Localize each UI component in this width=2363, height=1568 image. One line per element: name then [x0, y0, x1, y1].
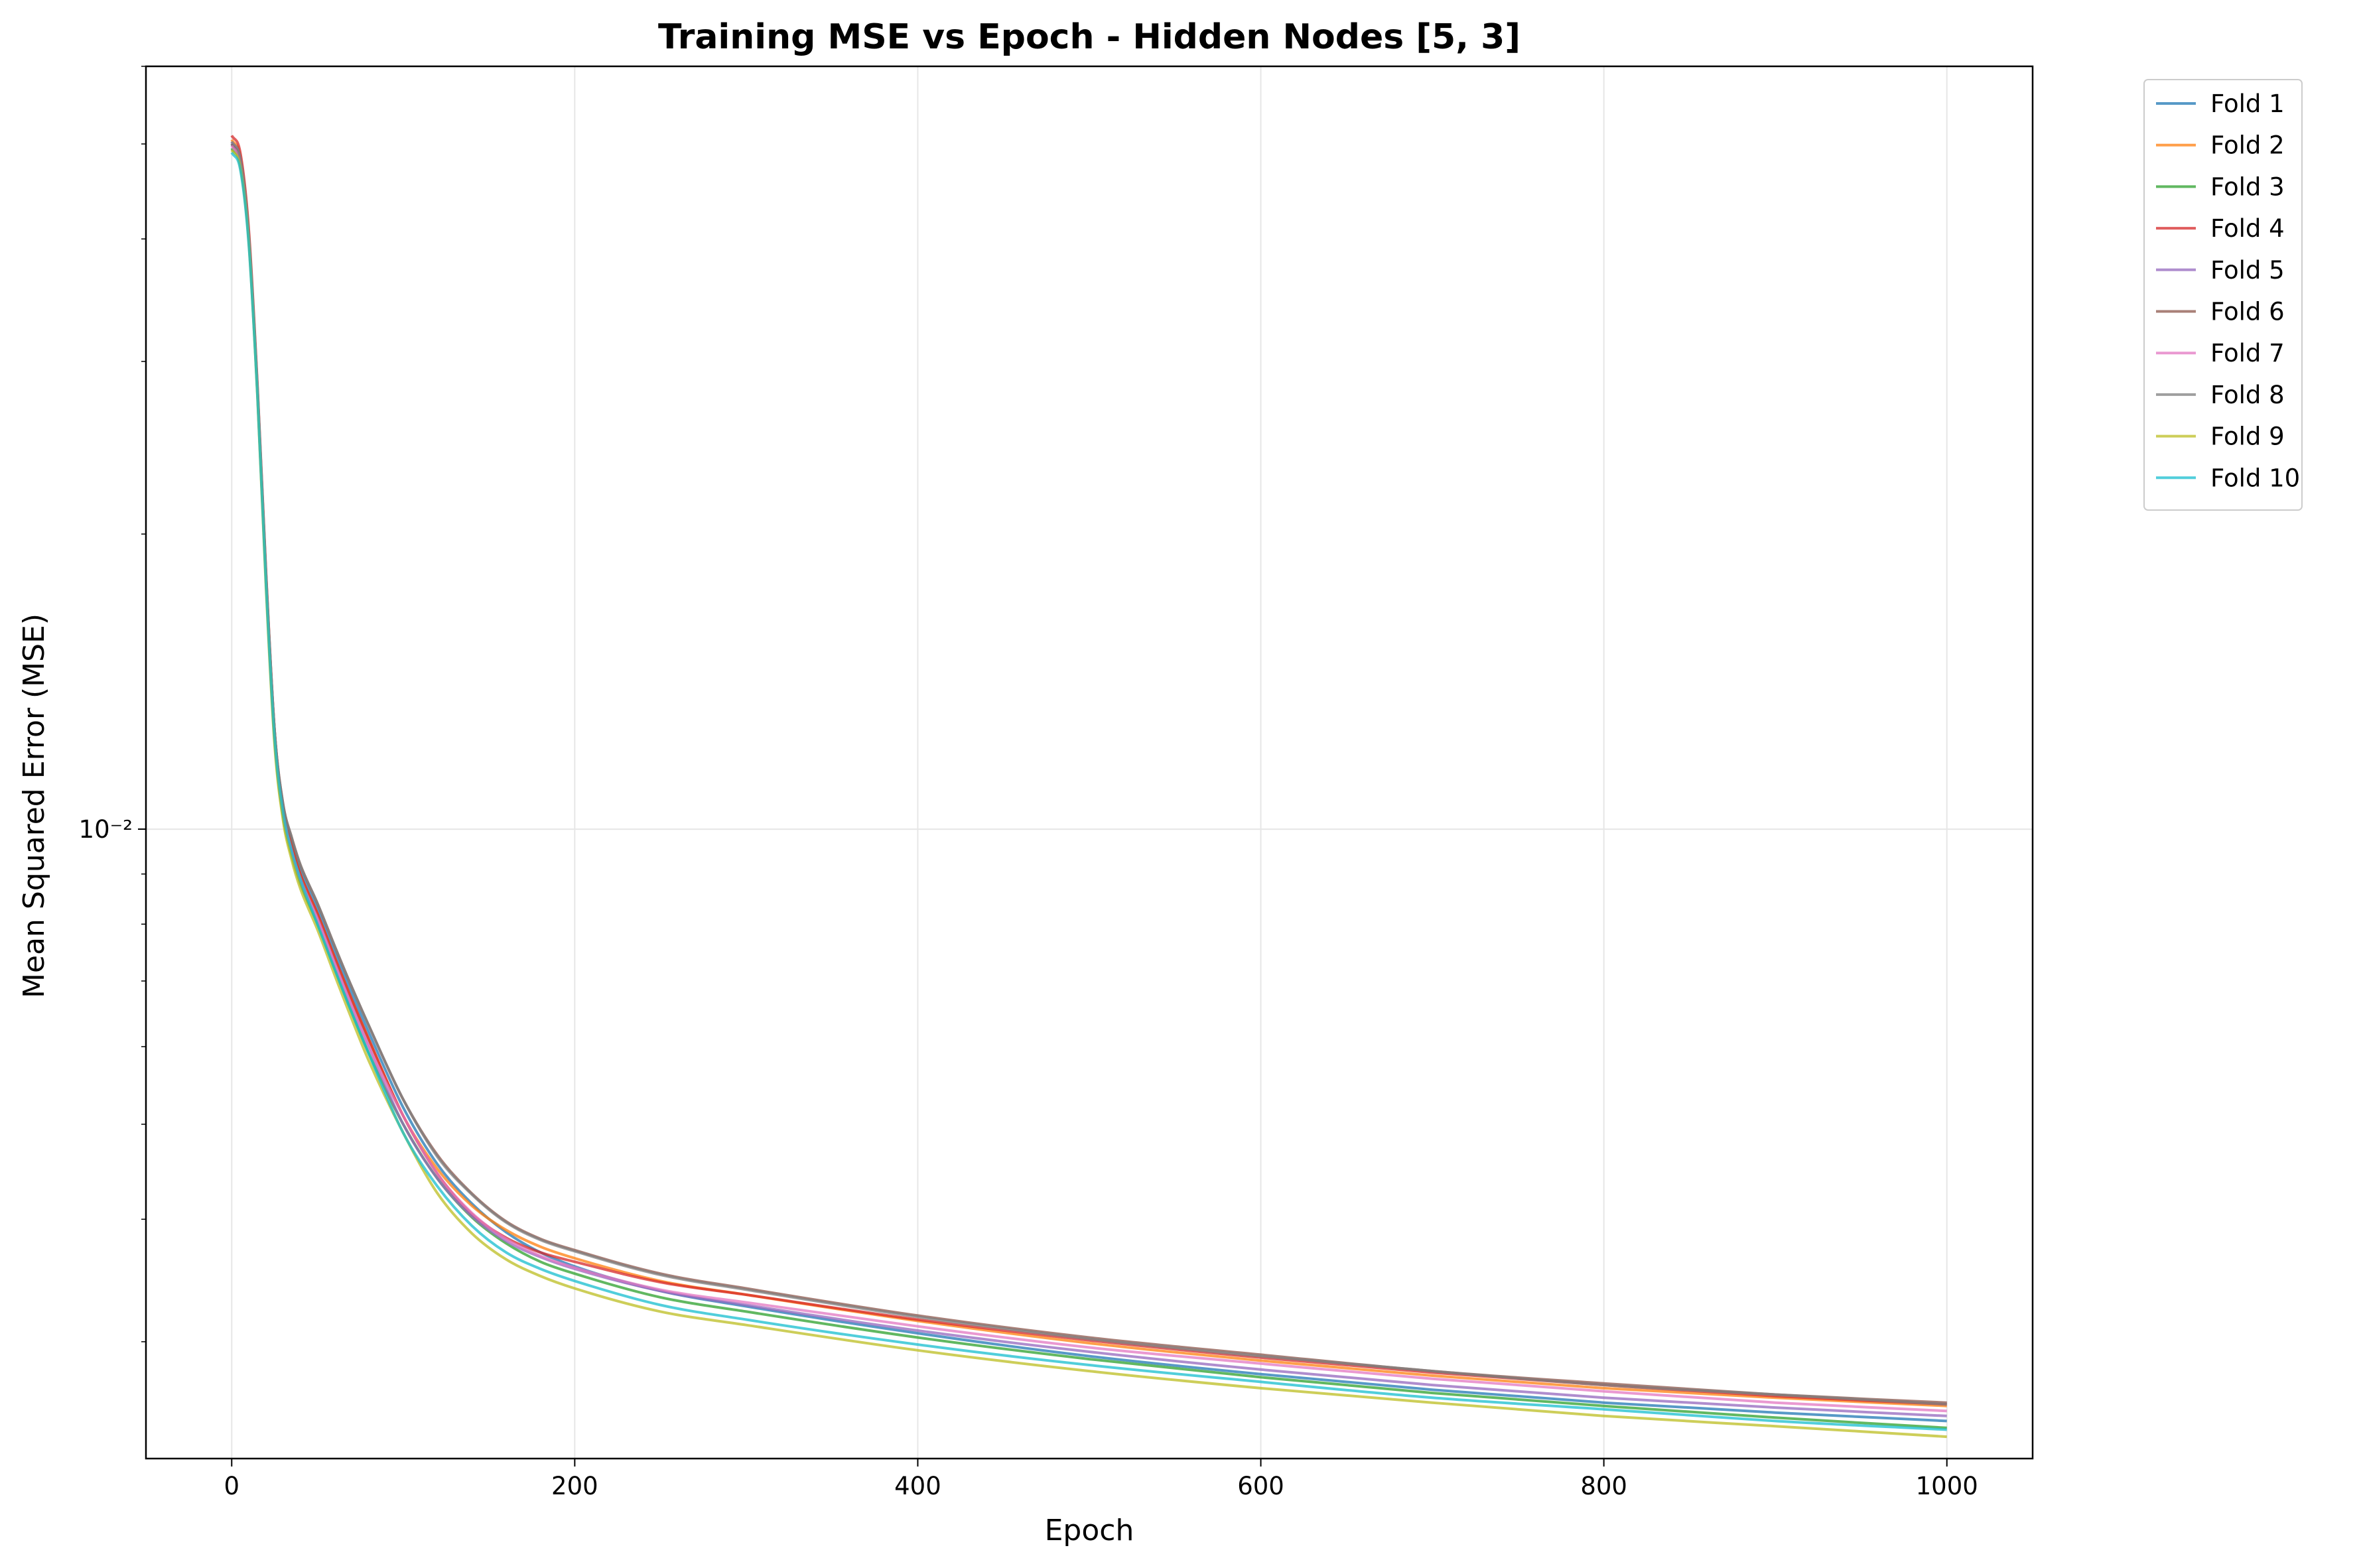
legend-label-fold-3: Fold 3	[2210, 172, 2285, 201]
x-tick-label: 600	[1237, 1472, 1284, 1500]
grid-layer	[146, 66, 2033, 1459]
legend-label-fold-7: Fold 7	[2210, 339, 2285, 367]
legend-label-fold-9: Fold 9	[2210, 423, 2285, 451]
plot-frame	[145, 65, 2034, 1460]
legend-label-fold-1: Fold 1	[2210, 90, 2285, 118]
x-axis-label: Epoch	[1045, 1514, 1134, 1547]
legend-label-fold-2: Fold 2	[2210, 131, 2285, 160]
x-tick-label: 0	[224, 1472, 239, 1500]
x-tick-label: 400	[894, 1472, 941, 1500]
legend: Fold 1 Fold 2 Fold 3 Fold 4 Fold 5 Fold 6 Fold…	[2143, 79, 2303, 511]
x-tick-label: 800	[1580, 1472, 1627, 1500]
legend-label-fold-10: Fold 10	[2210, 464, 2300, 492]
legend-label-fold-6: Fold 6	[2210, 298, 2285, 326]
legend-label-fold-5: Fold 5	[2210, 256, 2285, 285]
y-axis-label: Mean Squared Error (MSE)	[17, 614, 51, 998]
legend-label-fold-8: Fold 8	[2210, 381, 2285, 409]
x-tick-label: 200	[551, 1472, 598, 1500]
series-line-fold-10	[230, 151, 1947, 1431]
y-tick-label: 10⁻²	[79, 815, 133, 844]
legend-label-fold-4: Fold 4	[2210, 214, 2285, 243]
series-layer	[230, 135, 1947, 1439]
ticks-layer: 0 200 400 600 800 1000 10⁻²	[79, 66, 1978, 1500]
chart-title: Training MSE vs Epoch - Hidden Nodes [5,…	[658, 17, 1520, 57]
x-tick-label: 1000	[1916, 1472, 1978, 1500]
